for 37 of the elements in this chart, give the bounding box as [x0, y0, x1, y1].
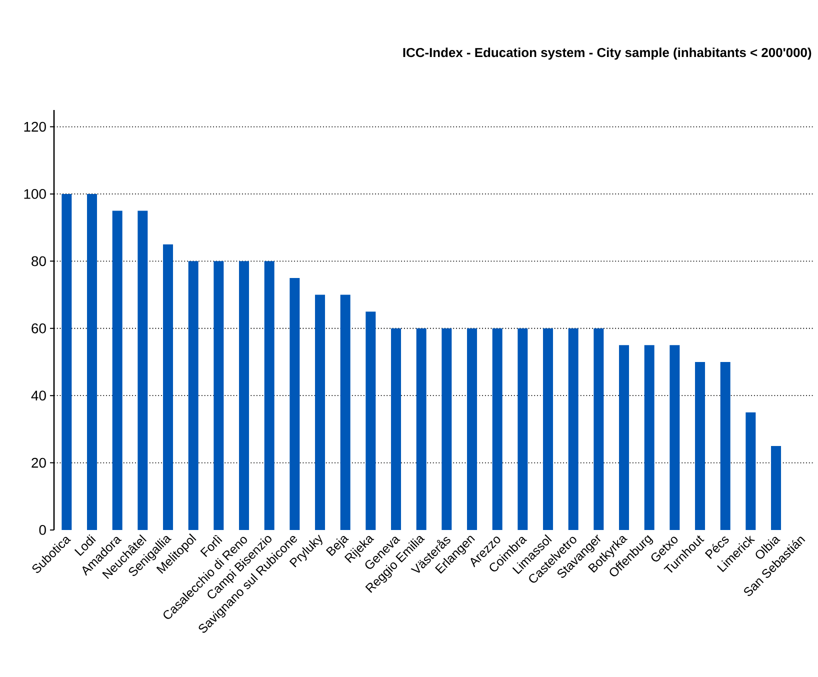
bar [264, 261, 274, 530]
bar [518, 328, 528, 530]
bar [543, 328, 554, 530]
bar [163, 244, 174, 530]
bar [340, 294, 350, 530]
bar [391, 328, 402, 530]
bar [290, 278, 300, 530]
y-tick-label: 80 [32, 256, 46, 266]
bar [492, 328, 502, 530]
bar [138, 210, 148, 530]
bar [87, 194, 98, 530]
bar [239, 261, 250, 530]
bar [188, 261, 198, 530]
y-tick-label: 120 [24, 122, 46, 132]
bar [670, 345, 680, 530]
bar [442, 328, 452, 530]
y-tick-label: 100 [24, 189, 46, 199]
bar [720, 362, 730, 530]
y-tick-label: 60 [32, 323, 46, 334]
bar [695, 362, 706, 530]
bar [366, 312, 376, 530]
bar [416, 328, 426, 530]
bar [644, 345, 654, 530]
bar [746, 412, 756, 530]
bar [112, 210, 122, 530]
bar [594, 328, 604, 530]
y-tick-label: 40 [31, 390, 46, 401]
bar [315, 294, 326, 530]
bar [771, 446, 782, 530]
bar [62, 194, 72, 530]
chart-title: ICC-Index - Education system - City sample (inhabitants < 200'000) [403, 48, 812, 60]
bar [619, 345, 630, 530]
y-tick-label: 0 [39, 525, 46, 535]
bar [214, 261, 224, 530]
y-tick-label: 20 [32, 458, 46, 468]
bar [467, 328, 478, 530]
bar [568, 328, 578, 530]
